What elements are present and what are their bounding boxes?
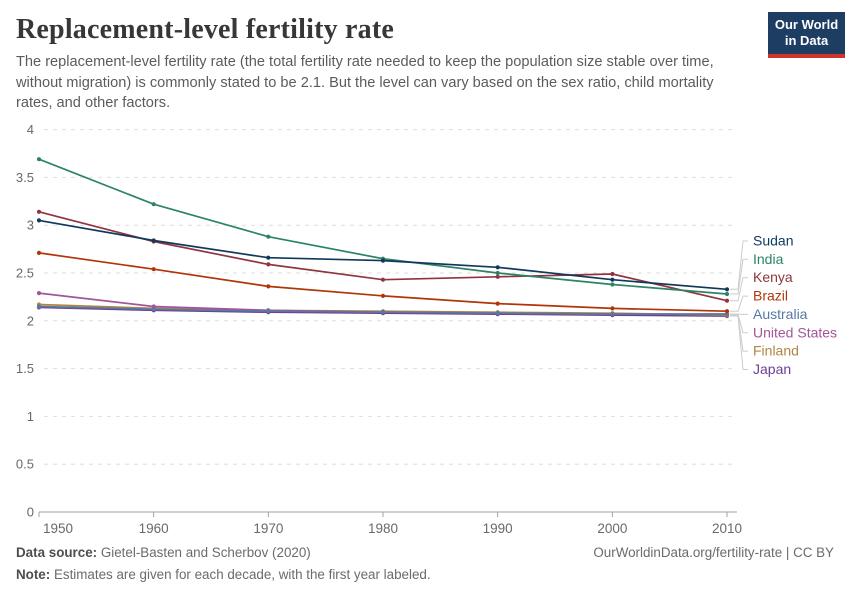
legend-label-brazil[interactable]: Brazil <box>753 288 788 304</box>
y-tick-label: 2.5 <box>16 266 34 281</box>
legend-connector <box>730 258 748 295</box>
data-point[interactable] <box>151 267 156 272</box>
series-brazil[interactable] <box>36 250 730 314</box>
data-point[interactable] <box>724 298 730 303</box>
data-point[interactable] <box>36 304 42 309</box>
data-point[interactable] <box>266 234 271 239</box>
owid-logo-line1: Our World <box>774 16 839 32</box>
y-tick-label: 4 <box>27 122 34 137</box>
y-tick-label: 0.5 <box>16 457 34 472</box>
data-point[interactable] <box>495 301 500 306</box>
legend-label-india[interactable]: India <box>753 251 784 267</box>
y-tick-label: 2 <box>27 313 34 328</box>
data-source-text: Gietel-Basten and Scherbov (2020) <box>97 545 311 560</box>
data-point[interactable] <box>266 255 271 260</box>
y-tick-label: 1.5 <box>16 361 34 376</box>
owid-logo-line2: in Data <box>784 33 829 48</box>
data-point[interactable] <box>36 250 42 255</box>
data-point[interactable] <box>151 202 156 207</box>
data-point[interactable] <box>495 311 500 316</box>
data-point[interactable] <box>151 307 156 312</box>
data-point[interactable] <box>151 238 156 243</box>
legend-connector <box>730 277 748 302</box>
data-point[interactable] <box>36 291 42 296</box>
note-line: Note: Estimates are given for each decad… <box>16 567 834 582</box>
data-point[interactable] <box>266 262 271 267</box>
data-point[interactable] <box>495 274 500 279</box>
legend-label-finland[interactable]: Finland <box>753 343 799 359</box>
data-point[interactable] <box>380 310 386 315</box>
series-sudan[interactable] <box>36 218 730 292</box>
data-point[interactable] <box>610 271 615 277</box>
series-india[interactable] <box>36 157 730 297</box>
x-tick-label: 1990 <box>483 521 513 535</box>
legend-label-kenya[interactable]: Kenya <box>753 269 793 285</box>
x-tick-label: 2010 <box>712 521 742 535</box>
note-text: Estimates are given for each decade, wit… <box>50 567 431 582</box>
chart-subtitle: The replacement-level fertility rate (th… <box>16 54 714 112</box>
legend-label-united-states[interactable]: United States <box>753 324 837 340</box>
x-tick-label: 1980 <box>368 521 398 535</box>
y-tick-label: 0 <box>27 505 34 520</box>
series-kenya[interactable] <box>36 209 730 303</box>
data-point[interactable] <box>266 309 271 314</box>
citation-link[interactable]: OurWorldinData.org/fertility-rate | CC B… <box>593 545 834 560</box>
data-point[interactable] <box>266 284 271 289</box>
data-point[interactable] <box>610 277 615 282</box>
legend-connector <box>730 313 748 334</box>
y-tick-label: 3 <box>27 218 34 233</box>
data-point[interactable] <box>724 287 730 292</box>
data-point[interactable] <box>495 270 500 276</box>
data-point[interactable] <box>610 282 615 287</box>
y-tick-label: 1 <box>27 409 34 424</box>
legend-connector <box>730 240 748 290</box>
data-point[interactable] <box>380 258 386 263</box>
data-point[interactable] <box>724 309 730 314</box>
x-tick-label: 1970 <box>253 521 283 535</box>
x-tick-label: 1960 <box>139 521 169 535</box>
legend-connector <box>730 295 748 312</box>
data-point[interactable] <box>36 209 42 214</box>
series-australia[interactable] <box>36 304 730 317</box>
legend-label-japan[interactable]: Japan <box>753 361 791 377</box>
footer: Data source: Gietel-Basten and Scherbov … <box>16 545 834 582</box>
x-tick-label: 2000 <box>597 521 627 535</box>
legend-connector <box>730 314 748 352</box>
fertility-line-chart[interactable]: 0 0.5 1 1.5 2 2.5 3 3.5 4 1950 1960 1970 1980 1990 200… <box>0 118 850 536</box>
series-line-india[interactable] <box>38 158 728 295</box>
data-point[interactable] <box>495 265 500 270</box>
data-source-line: Data source: Gietel-Basten and Scherbov … <box>16 545 311 560</box>
note-label: Note: <box>16 567 51 582</box>
data-source-label: Data source: <box>16 545 98 560</box>
data-point[interactable] <box>36 157 42 162</box>
page-title: Replacement-level fertility rate <box>16 14 394 45</box>
y-tick-label: 3.5 <box>16 170 34 185</box>
data-point[interactable] <box>610 306 615 311</box>
legend-label-australia[interactable]: Australia <box>753 306 808 322</box>
x-tick-label: 1950 <box>43 521 73 535</box>
owid-logo[interactable]: Our World in Data <box>768 12 845 58</box>
data-point[interactable] <box>380 293 386 298</box>
chart-area: 0 0.5 1 1.5 2 2.5 3 3.5 4 1950 1960 1970 1980 1990 200… <box>0 118 850 536</box>
data-point[interactable] <box>380 277 386 282</box>
data-point[interactable] <box>610 312 615 317</box>
data-point[interactable] <box>36 218 42 223</box>
legend-connector <box>730 315 748 370</box>
data-point[interactable] <box>724 291 730 297</box>
data-point[interactable] <box>724 312 730 317</box>
legend-label-sudan[interactable]: Sudan <box>753 233 793 249</box>
